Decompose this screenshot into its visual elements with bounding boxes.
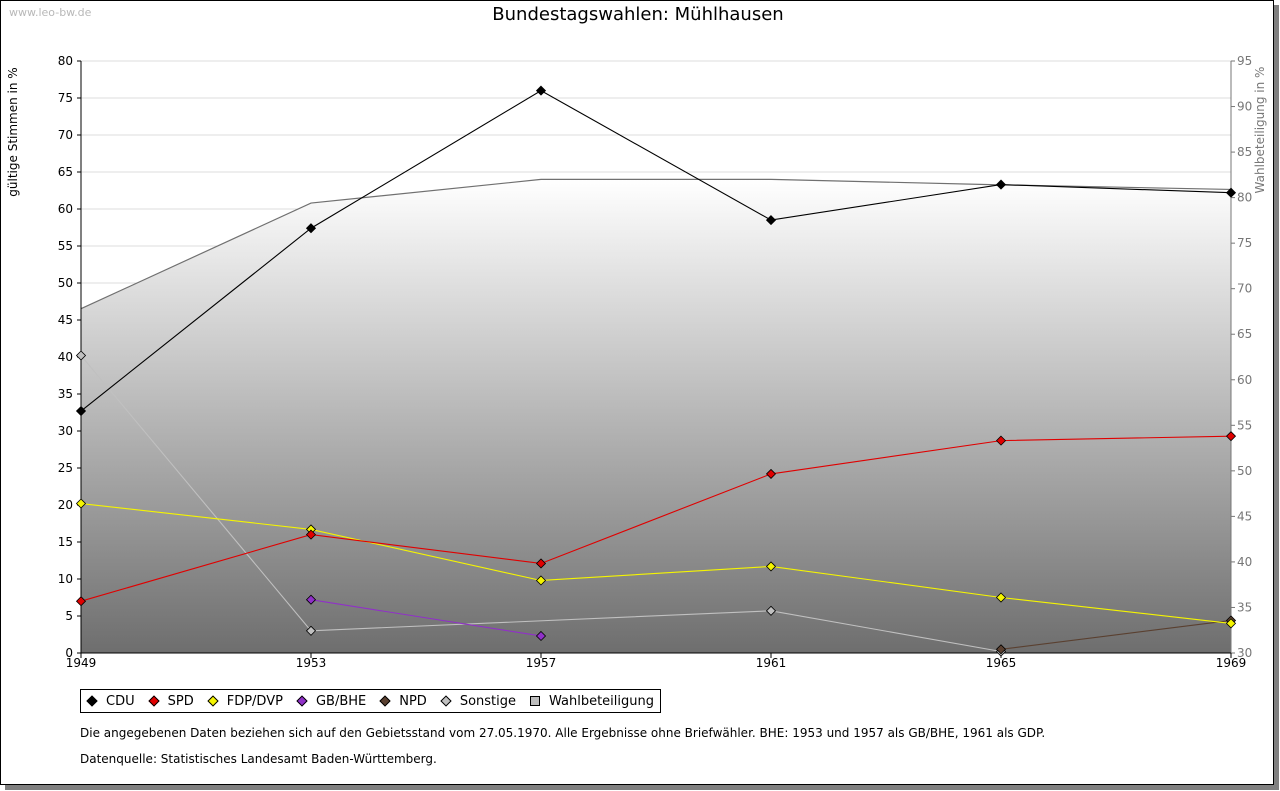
y-tick-label-left: 35 <box>58 387 73 401</box>
x-tick-label: 1961 <box>756 656 787 670</box>
y-tick-label-right: 45 <box>1237 509 1252 523</box>
y-tick-label-left: 20 <box>58 498 73 512</box>
y-tick-label-right: 35 <box>1237 600 1252 614</box>
x-tick-label: 1969 <box>1216 656 1247 670</box>
series-line-cdu <box>80 89 1232 412</box>
legend-marker-cdu <box>86 695 98 707</box>
legend-item-sonstige: Sonstige <box>440 693 516 709</box>
y-tick-label-left: 65 <box>58 165 73 179</box>
y-tick-label-left: 50 <box>58 276 73 290</box>
y-tick-label-left: 15 <box>58 535 73 549</box>
data-point-sonstige <box>75 350 87 361</box>
y-tick-label-left: 10 <box>58 572 73 586</box>
legend-item-spd: SPD <box>147 693 194 709</box>
chart-title: Bundestagswahlen: Mühlhausen <box>492 4 784 25</box>
x-tick-label: 1953 <box>296 656 327 670</box>
y-tick-label-right: 70 <box>1237 282 1252 296</box>
legend-item-fdp: FDP/DVP <box>207 693 283 709</box>
y-axis-label-right: Wahlbeteiligung in % <box>1253 67 1267 194</box>
data-point-spd <box>765 468 777 479</box>
legend-label-sonstige: Sonstige <box>459 693 516 709</box>
data-point-spd <box>995 435 1007 446</box>
legend-label-cdu: CDU <box>106 693 135 709</box>
series-line-gbbhe <box>310 599 542 637</box>
y-tick-label-right: 65 <box>1237 327 1252 341</box>
turnout-area <box>81 179 1231 653</box>
x-tick-label: 1949 <box>66 656 97 670</box>
legend-label-gbbhe: GB/BHE <box>315 693 367 709</box>
legend-marker-npd <box>379 695 391 707</box>
data-point-fdpdvp <box>765 561 777 572</box>
x-tick-label: 1965 <box>986 656 1017 670</box>
data-point-fdpdvp <box>1225 618 1237 629</box>
legend-item-cdu: CDU <box>86 693 135 709</box>
legend-marker-fdp <box>207 695 219 707</box>
y-tick-label-left: 5 <box>65 609 73 623</box>
y-tick-label-right: 40 <box>1237 555 1252 569</box>
legend-item-gbbhe: GB/BHE <box>296 693 367 709</box>
y-tick-label-left: 60 <box>58 202 73 216</box>
x-tick-label: 1957 <box>526 656 557 670</box>
y-tick-label-left: 70 <box>58 128 73 142</box>
y-tick-label-left: 0 <box>65 646 73 660</box>
legend-label-wahlbeteiligung: Wahlbeteiligung <box>549 693 655 709</box>
data-point-cdu <box>765 215 777 226</box>
watermark: www.leo-bw.de <box>9 6 92 19</box>
y-tick-label-right: 80 <box>1237 191 1252 205</box>
y-tick-label-left: 30 <box>58 424 73 438</box>
legend-label-spd: SPD <box>167 693 194 709</box>
legend-label-fdp: FDP/DVP <box>226 693 283 709</box>
data-point-cdu <box>305 223 317 234</box>
y-tick-label-right: 30 <box>1237 646 1252 660</box>
data-point-fdpdvp <box>995 592 1007 603</box>
y-tick-label-right: 75 <box>1237 236 1252 250</box>
note-gebietsstand: Die angegebenen Daten beziehen sich auf … <box>80 726 1046 740</box>
data-point-cdu <box>535 85 547 96</box>
y-tick-label-right: 85 <box>1237 145 1252 159</box>
data-point-cdu <box>75 405 87 417</box>
legend-marker-sonstige <box>440 695 452 707</box>
legend-marker-wahlbeteiligung <box>530 696 540 706</box>
data-point-spd <box>305 529 317 540</box>
legend-marker-gbbhe <box>296 695 308 707</box>
note-datenquelle: Datenquelle: Statistisches Landesamt Bad… <box>80 752 437 766</box>
y-tick-label-left: 55 <box>58 239 73 253</box>
legend: CDU SPD FDP/DVP GB/BHE NPD Sonstige Wahl… <box>80 689 662 713</box>
y-tick-label-left: 25 <box>58 461 73 475</box>
y-tick-label-right: 95 <box>1237 54 1252 68</box>
data-point-gbbhe <box>305 594 317 605</box>
data-point-fdpdvp <box>535 575 547 586</box>
data-point-spd <box>75 596 87 607</box>
legend-label-npd: NPD <box>399 693 427 709</box>
legend-marker-spd <box>147 695 160 707</box>
y-tick-label-right: 50 <box>1237 464 1252 478</box>
data-point-cdu <box>1225 187 1237 198</box>
series-line-fdpdvp <box>80 502 1232 624</box>
data-point-npd <box>995 644 1007 655</box>
data-point-fdpdvp <box>75 498 87 509</box>
y-tick-label-left: 80 <box>58 54 73 68</box>
data-point-sonstige <box>305 625 317 636</box>
y-tick-label-right: 55 <box>1237 418 1252 432</box>
series-line-spd <box>80 435 1232 602</box>
legend-item-wahlbeteiligung: Wahlbeteiligung <box>530 694 654 709</box>
y-tick-label-left: 45 <box>58 313 73 327</box>
y-axis-label-left: gültige Stimmen in % <box>6 67 20 196</box>
y-tick-label-left: 40 <box>58 350 73 364</box>
y-tick-label-right: 90 <box>1237 100 1252 114</box>
data-point-gbbhe <box>535 630 547 642</box>
series-line-npd <box>1000 619 1232 650</box>
legend-item-npd: NPD <box>379 693 427 709</box>
series-line-sonstige <box>80 355 1002 653</box>
data-point-spd <box>535 558 547 569</box>
data-point-cdu <box>995 179 1007 190</box>
data-point-spd <box>1225 431 1237 442</box>
y-tick-label-right: 60 <box>1237 373 1252 387</box>
y-tick-label-left: 75 <box>58 91 73 105</box>
data-point-sonstige <box>765 605 777 616</box>
